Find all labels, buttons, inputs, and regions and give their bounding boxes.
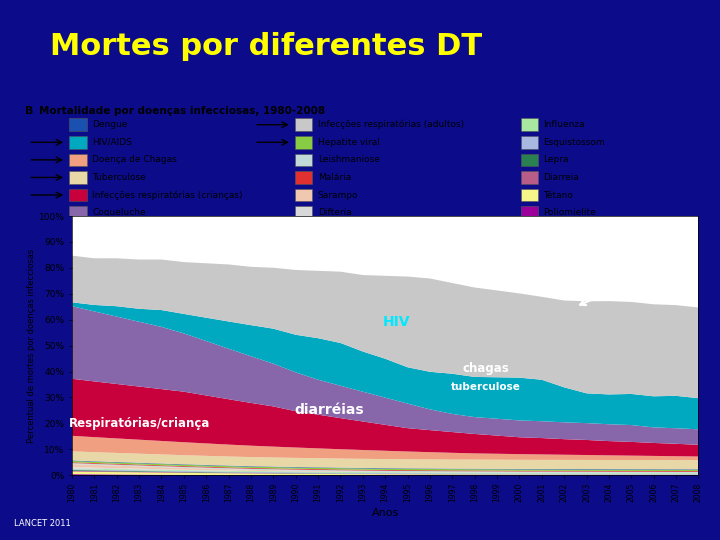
Text: Coqueluche: Coqueluche (92, 208, 145, 217)
Text: Influenza: Influenza (544, 120, 585, 129)
Bar (521, 136, 538, 149)
Text: diarréias: diarréias (294, 403, 364, 417)
Text: Doença de Chagas: Doença de Chagas (92, 156, 177, 164)
Bar (521, 171, 538, 184)
Bar (521, 206, 538, 219)
Text: HIV/AIDS: HIV/AIDS (92, 138, 132, 147)
Bar (69, 153, 86, 166)
Text: LANCET 2011: LANCET 2011 (14, 519, 71, 529)
Text: chagas: chagas (462, 362, 509, 375)
Bar (521, 153, 538, 166)
Bar (69, 206, 86, 219)
X-axis label: Anos: Anos (372, 508, 399, 518)
Text: Esquistossom: Esquistossom (544, 138, 605, 147)
Bar (295, 136, 312, 149)
Text: B: B (25, 106, 33, 116)
Text: Hepatite viral: Hepatite viral (318, 138, 379, 147)
Text: Diarreia: Diarreia (544, 173, 580, 182)
Bar (69, 136, 86, 149)
Bar (521, 189, 538, 201)
Text: Poliomielite: Poliomielite (544, 208, 596, 217)
Text: Malária: Malária (318, 173, 351, 182)
Text: Mortes por diferentes DT: Mortes por diferentes DT (50, 32, 482, 61)
Y-axis label: Percentual de mortes por doenças infecciosas: Percentual de mortes por doenças infecci… (27, 248, 36, 443)
Text: Tétano: Tétano (544, 191, 573, 199)
Bar (295, 171, 312, 184)
Text: Lepra: Lepra (544, 156, 569, 164)
Text: Infecções respiratórias (adultos): Infecções respiratórias (adultos) (318, 120, 464, 130)
Bar (69, 118, 86, 131)
Text: Infecções respiratórias (crianças): Infecções respiratórias (crianças) (92, 190, 243, 200)
Text: HIV: HIV (382, 315, 410, 329)
Text: Leishmaniose: Leishmaniose (318, 156, 379, 164)
Text: Respiratórias/criança: Respiratórias/criança (68, 417, 210, 430)
Bar (69, 189, 86, 201)
Text: Difteria: Difteria (318, 208, 351, 217)
Text: Tuberculose: Tuberculose (92, 173, 146, 182)
Text: Dengue: Dengue (92, 120, 127, 129)
Bar (295, 118, 312, 131)
Text: tuberculose: tuberculose (451, 382, 521, 392)
Text: Sarampo: Sarampo (318, 191, 359, 199)
Bar (69, 171, 86, 184)
Bar (295, 189, 312, 201)
Text: Mortalidade por doenças infecciosas, 1980-2008: Mortalidade por doenças infecciosas, 198… (39, 106, 325, 116)
Text: Respiratórias
adultos: Respiratórias adultos (578, 252, 662, 274)
Bar (521, 118, 538, 131)
Bar (295, 206, 312, 219)
Bar (295, 153, 312, 166)
